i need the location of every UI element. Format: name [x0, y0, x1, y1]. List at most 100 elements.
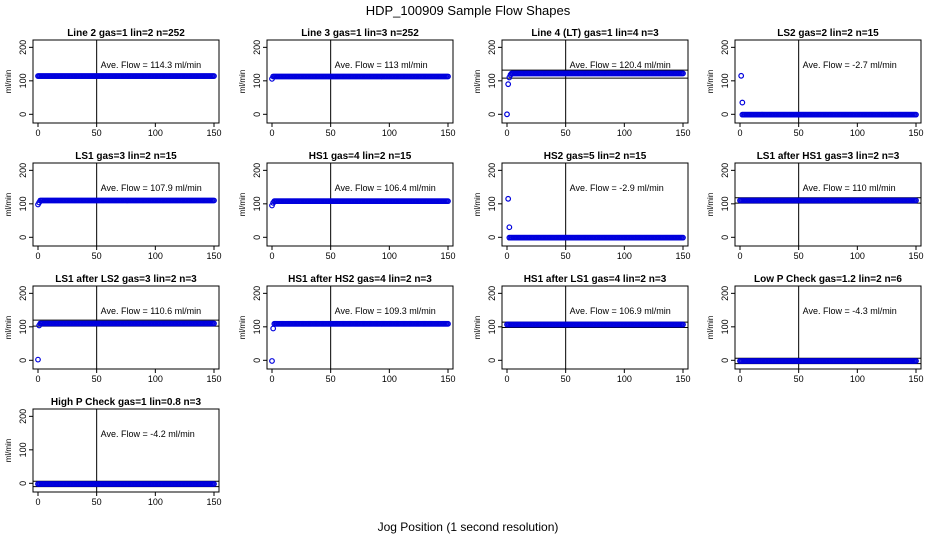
- panel-2: Line 3 gas=1 lin=3 n=252 0 100 200 0 50 100 150…: [238, 28, 456, 138]
- plot-frame: [32, 39, 220, 124]
- x-tick-label: 0: [269, 251, 274, 261]
- panel-title: HS1 after HS2 gas=4 lin=2 n=3: [288, 274, 432, 285]
- panel-title: Line 3 gas=1 lin=3 n=252: [301, 28, 419, 39]
- plot-frame: [734, 285, 922, 370]
- x-tick-label: 100: [148, 251, 163, 261]
- x-tick-label: 100: [850, 374, 865, 384]
- x-tick-label: 100: [148, 497, 163, 507]
- panel-4: LS2 gas=2 lin=2 n=15 0 100 200 0 50 100 150 ml/m…: [706, 28, 924, 138]
- y-tick-label: 100: [487, 196, 497, 211]
- x-tick-label: 150: [675, 374, 690, 384]
- plot-frame: [266, 39, 454, 124]
- y-tick-label: 100: [18, 196, 28, 211]
- y-axis-label: ml/min: [4, 439, 13, 463]
- panel-title: HS1 after LS1 gas=4 lin=2 n=3: [524, 274, 667, 285]
- y-tick-label: 200: [18, 40, 28, 55]
- x-tick-label: 0: [269, 128, 274, 138]
- panel-8: LS1 after HS1 gas=3 lin=2 n=3 0 100 200 0 50 1…: [706, 151, 924, 261]
- y-tick-label: 100: [252, 196, 262, 211]
- x-tick-label: 100: [382, 128, 397, 138]
- x-tick-label: 50: [326, 251, 336, 261]
- x-tick-label: 100: [382, 374, 397, 384]
- data-points: [35, 320, 217, 363]
- data-point: [211, 197, 217, 204]
- ave-flow-annotation: Ave. Flow = 120.4 ml/min: [570, 60, 671, 70]
- x-tick-label: 50: [794, 374, 804, 384]
- plot-frame: [32, 408, 220, 493]
- y-tick-label: 0: [252, 235, 262, 240]
- ave-flow-annotation: Ave. Flow = -4.2 ml/min: [101, 429, 195, 439]
- panel-3: Line 4 (LT) gas=1 lin=4 n=3 0 100 200 0 50 100…: [473, 28, 691, 138]
- x-tick-label: 50: [92, 497, 102, 507]
- y-tick-label: 100: [252, 319, 262, 334]
- y-tick-label: 200: [487, 286, 497, 301]
- panel-title: LS1 after HS1 gas=3 lin=2 n=3: [757, 151, 900, 162]
- y-tick-label: 0: [18, 112, 28, 117]
- data-point: [445, 198, 451, 205]
- data-point: [35, 356, 41, 363]
- y-tick-label: 0: [720, 235, 730, 240]
- x-tick-label: 50: [561, 128, 571, 138]
- x-tick-label: 100: [148, 128, 163, 138]
- panel-title: LS1 gas=3 lin=2 n=15: [75, 151, 177, 162]
- y-tick-label: 100: [18, 319, 28, 334]
- data-points: [504, 321, 686, 328]
- x-tick-label: 0: [35, 374, 40, 384]
- panel-12: Low P Check gas=1.2 lin=2 n=6 0 100 200 0 50 1…: [706, 274, 924, 384]
- data-point: [504, 111, 510, 118]
- panel-7: HS2 gas=5 lin=2 n=15 0 100 200 0 50 100 150 ml/m…: [473, 151, 691, 261]
- y-axis-label: ml/min: [706, 70, 715, 94]
- x-tick-label: 0: [737, 251, 742, 261]
- data-points: [35, 197, 217, 208]
- panel-9: LS1 after LS2 gas=3 lin=2 n=3 0 100 200 0 50 1…: [4, 274, 222, 384]
- panel-title: Line 4 (LT) gas=1 lin=4 n=3: [531, 28, 659, 39]
- x-tick-label: 150: [206, 497, 221, 507]
- x-tick-label: 50: [794, 128, 804, 138]
- x-tick-label: 0: [737, 128, 742, 138]
- data-point: [211, 73, 217, 79]
- panel-grid: Line 2 gas=1 lin=2 n=252 0 100 200 0 50 100 150…: [4, 28, 924, 507]
- data-points: [35, 481, 217, 487]
- x-tick-label: 0: [269, 374, 274, 384]
- x-tick-label: 0: [504, 128, 509, 138]
- ave-flow-annotation: Ave. Flow = 113 ml/min: [335, 60, 428, 70]
- data-point: [680, 70, 686, 77]
- y-tick-label: 200: [252, 163, 262, 178]
- x-tick-label: 50: [92, 251, 102, 261]
- plot-frame: [266, 285, 454, 370]
- x-tick-label: 150: [908, 128, 923, 138]
- x-tick-label: 150: [908, 374, 923, 384]
- x-tick-label: 50: [794, 251, 804, 261]
- figure-xlabel: Jog Position (1 second resolution): [378, 520, 559, 534]
- x-tick-label: 100: [617, 251, 632, 261]
- x-tick-label: 0: [504, 251, 509, 261]
- ave-flow-annotation: Ave. Flow = 106.9 ml/min: [570, 306, 671, 316]
- y-axis-label: ml/min: [4, 316, 13, 340]
- data-points: [269, 320, 451, 364]
- data-point: [738, 72, 745, 79]
- y-tick-label: 0: [18, 481, 28, 486]
- y-tick-label: 0: [720, 112, 730, 117]
- plot-frame: [734, 39, 922, 124]
- panel-5: LS1 gas=3 lin=2 n=15 0 100 200 0 50 100 150 ml/m…: [4, 151, 222, 261]
- y-tick-label: 100: [252, 73, 262, 88]
- y-tick-label: 100: [18, 442, 28, 457]
- y-axis-label: ml/min: [473, 70, 482, 94]
- panel-13: High P Check gas=1 lin=0.8 n=3 0 100 200 0 50…: [4, 397, 222, 507]
- data-point: [270, 325, 277, 332]
- data-points: [269, 73, 451, 82]
- data-point: [269, 202, 275, 209]
- plot-frame: [734, 162, 922, 247]
- data-points: [738, 72, 919, 118]
- x-tick-label: 150: [206, 251, 221, 261]
- y-tick-label: 100: [720, 196, 730, 211]
- x-tick-label: 0: [35, 251, 40, 261]
- ave-flow-annotation: Ave. Flow = -2.7 ml/min: [803, 60, 897, 70]
- y-axis-label: ml/min: [238, 70, 247, 94]
- y-tick-label: 100: [487, 319, 497, 334]
- ave-flow-annotation: Ave. Flow = 110.6 ml/min: [101, 306, 201, 316]
- x-tick-label: 50: [561, 251, 571, 261]
- x-tick-label: 0: [737, 374, 742, 384]
- data-point: [506, 74, 513, 81]
